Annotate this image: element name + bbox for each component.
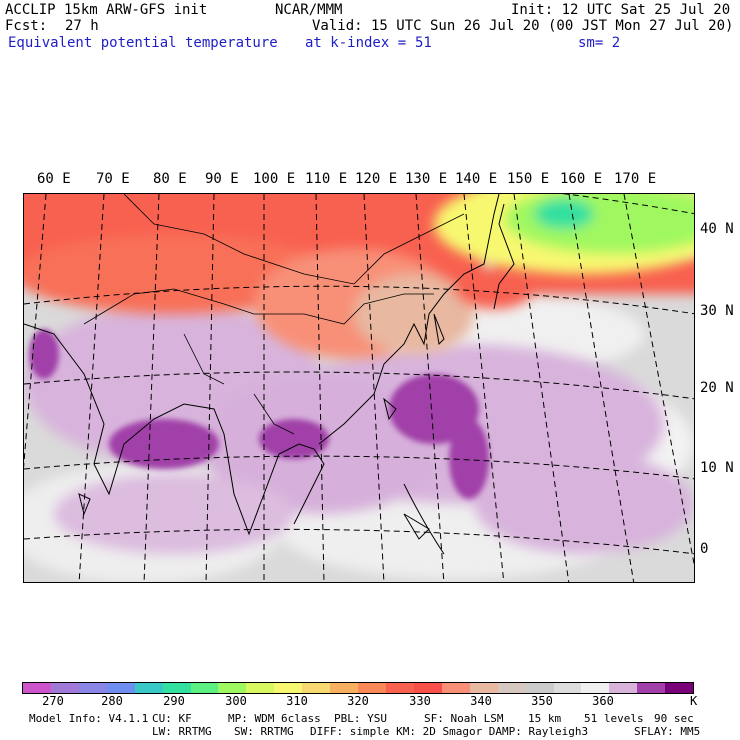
vertical-levels: 51 levels	[584, 712, 644, 725]
colorbar-tick: 310	[286, 694, 308, 708]
colorbar-tick: 300	[225, 694, 247, 708]
colorbar-swatch	[525, 683, 554, 693]
time-step: 90 sec	[654, 712, 694, 725]
lon-label: 150 E	[507, 171, 550, 187]
lat-label: 40 N	[700, 221, 734, 237]
lon-label: 110 E	[305, 171, 348, 187]
colorbar-tick: 320	[347, 694, 369, 708]
colorbar-swatch	[441, 683, 470, 693]
microphysics-scheme: MP: WDM 6class	[228, 712, 321, 725]
colorbar-swatch	[497, 683, 526, 693]
colorbar-tick: 290	[163, 694, 185, 708]
colorbar-tick: 340	[470, 694, 492, 708]
lon-label: 90 E	[205, 171, 239, 187]
colorbar-swatch	[581, 683, 610, 693]
forecast-label: Fcst:	[5, 18, 48, 34]
pbl-scheme: PBL: YSU	[334, 712, 387, 725]
init-time: Init: 12 UTC Sat 25 Jul 20	[511, 2, 731, 18]
level-label: at k-index =	[305, 35, 407, 51]
colorbar-tick: 360	[592, 694, 614, 708]
colorbar-swatch	[553, 683, 582, 693]
graticule	[24, 194, 694, 582]
colorbar-swatch	[23, 683, 51, 693]
colorbar-swatch	[50, 683, 79, 693]
colorbar-tick: 350	[531, 694, 553, 708]
colorbar-swatch	[302, 683, 331, 693]
colorbar-swatch	[413, 683, 442, 693]
coastlines	[24, 194, 515, 555]
lon-label: 120 E	[355, 171, 398, 187]
colorbar-swatch	[78, 683, 107, 693]
colorbar-swatch	[469, 683, 498, 693]
surface-scheme: SF: Noah LSM	[424, 712, 504, 725]
map-canvas	[24, 194, 694, 582]
colorbar-swatch	[246, 683, 275, 693]
colorbar-swatch	[385, 683, 414, 693]
colorbar-swatch	[330, 683, 359, 693]
colorbar-swatch	[218, 683, 247, 693]
colorbar-swatch	[665, 683, 694, 693]
lon-label: 130 E	[405, 171, 448, 187]
lat-label: 20 N	[700, 380, 734, 396]
cool-ne-field	[434, 194, 694, 274]
center-name: NCAR/MMM	[275, 2, 343, 18]
colorbar	[22, 682, 694, 694]
lon-label: 80 E	[153, 171, 187, 187]
theta-e-map	[23, 193, 695, 583]
cumulus-scheme: CU: KF	[152, 712, 192, 725]
diffusion-damping: DIFF: simple KM: 2D Smagor DAMP: Rayleig…	[310, 725, 589, 738]
longwave-scheme: LW: RRTMG	[152, 725, 212, 738]
lon-label: 140 E	[455, 171, 498, 187]
lon-label: 160 E	[560, 171, 603, 187]
smoothing-label: sm= 2	[578, 35, 621, 51]
surface-layer-scheme: SFLAY: MM5	[634, 725, 701, 738]
colorbar-swatch	[609, 683, 638, 693]
grid-spacing: 15 km	[528, 712, 562, 725]
level-value: 51	[415, 35, 432, 51]
lat-label: 0	[700, 541, 709, 557]
colorbar-swatch	[106, 683, 135, 693]
lon-label: 60 E	[37, 171, 71, 187]
shortwave-scheme: SW: RRTMG	[234, 725, 294, 738]
lon-label: 70 E	[96, 171, 130, 187]
colorbar-swatch	[274, 683, 303, 693]
field-name: Equivalent potential temperature	[8, 35, 278, 51]
country-borders	[83, 194, 465, 435]
colorbar-unit: K	[690, 694, 698, 708]
colorbar-swatch	[190, 683, 219, 693]
valid-time: Valid: 15 UTC Sun 26 Jul 20 (00 JST Mon …	[312, 18, 734, 34]
lon-label: 170 E	[614, 171, 657, 187]
colorbar-swatch	[162, 683, 191, 693]
colorbar-swatch	[134, 683, 163, 693]
colorbar-tick: 280	[101, 694, 123, 708]
forecast-hours: 27 h	[65, 18, 99, 34]
colorbar-tick: 270	[42, 694, 64, 708]
lon-label: 100 E	[253, 171, 296, 187]
lat-label: 30 N	[700, 303, 734, 319]
colorbar-swatch	[358, 683, 386, 693]
colorbar-swatch	[637, 683, 666, 693]
model-title: ACCLIP 15km ARW-GFS init	[5, 2, 208, 18]
colorbar-tick: 330	[409, 694, 431, 708]
high-theta-e-cores	[29, 329, 489, 499]
model-info: Model Info: V4.1.1	[29, 712, 149, 725]
lat-label: 10 N	[700, 460, 734, 476]
